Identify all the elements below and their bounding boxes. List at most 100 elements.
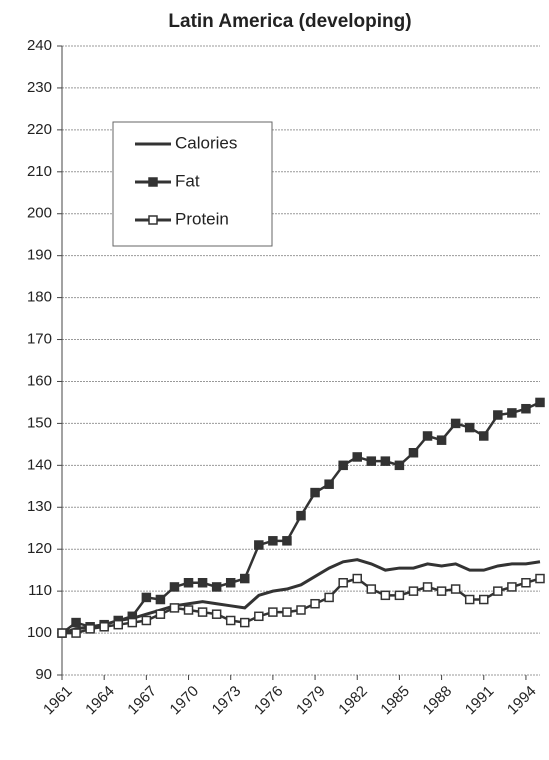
y-tick-label: 170 <box>27 331 52 348</box>
data-point <box>183 605 194 615</box>
y-tick-label: 150 <box>27 414 52 431</box>
y-tick-label: 220 <box>27 121 52 138</box>
data-point <box>85 624 95 634</box>
y-tick-label: 210 <box>27 163 52 180</box>
data-point <box>352 573 362 584</box>
data-point <box>521 403 531 414</box>
data-point <box>338 577 348 588</box>
data-point <box>141 615 152 626</box>
data-point <box>310 487 320 498</box>
data-point <box>282 607 292 617</box>
data-point <box>254 611 264 622</box>
legend-label: Calories <box>175 133 237 152</box>
data-point <box>436 586 447 596</box>
data-point <box>225 577 236 588</box>
data-point <box>57 628 67 638</box>
data-point <box>507 582 517 592</box>
data-point <box>366 584 377 594</box>
data-point <box>268 536 278 546</box>
x-tick-label: 1991 <box>462 683 498 719</box>
x-tick-label: 1961 <box>40 683 76 719</box>
x-tick-label: 1988 <box>420 683 456 719</box>
data-point <box>141 592 152 603</box>
y-tick-label: 230 <box>27 79 52 96</box>
data-point <box>493 586 503 596</box>
data-point <box>99 622 109 632</box>
data-point <box>282 536 292 546</box>
data-point <box>240 573 250 584</box>
data-point <box>338 460 348 471</box>
data-point <box>535 573 545 584</box>
data-point <box>324 592 334 603</box>
x-tick-label: 1979 <box>293 683 329 719</box>
y-tick-label: 180 <box>27 289 52 306</box>
data-point <box>366 456 377 466</box>
x-tick-label: 1964 <box>82 683 118 719</box>
data-point <box>450 418 461 429</box>
data-point <box>254 540 264 550</box>
data-point <box>380 456 391 466</box>
data-point <box>296 510 306 521</box>
data-point <box>408 448 419 458</box>
data-point <box>464 594 475 605</box>
y-tick-label: 240 <box>27 37 52 54</box>
data-point <box>240 617 250 628</box>
y-tick-label: 130 <box>27 498 52 515</box>
data-point <box>268 607 278 617</box>
data-point <box>493 410 503 420</box>
data-point <box>296 605 306 615</box>
data-point <box>352 452 362 462</box>
data-point <box>197 607 208 617</box>
legend-label: Protein <box>175 209 229 228</box>
data-point <box>169 582 180 592</box>
data-point <box>211 609 222 619</box>
y-tick-label: 90 <box>35 666 52 683</box>
data-point <box>155 594 166 605</box>
data-point <box>422 582 433 592</box>
y-tick-label: 160 <box>27 372 52 389</box>
chart-title: Latin America (developing) <box>168 11 411 32</box>
x-tick-label: 1982 <box>335 683 371 719</box>
y-tick-label: 110 <box>28 582 52 599</box>
y-tick-label: 190 <box>27 247 52 264</box>
x-tick-label: 1970 <box>167 683 203 719</box>
series-line <box>61 558 541 635</box>
data-point <box>479 594 489 605</box>
data-point <box>324 479 334 489</box>
data-point <box>422 431 433 441</box>
data-point <box>394 590 405 601</box>
y-tick-label: 140 <box>27 456 52 473</box>
data-point <box>464 422 475 433</box>
legend-marker <box>148 215 158 225</box>
data-point <box>310 598 320 609</box>
data-point <box>225 615 236 626</box>
data-point <box>197 577 208 588</box>
x-tick-label: 1985 <box>377 683 413 719</box>
data-point <box>127 617 138 628</box>
x-tick-label: 1976 <box>251 683 287 719</box>
data-point <box>71 628 81 638</box>
data-point <box>380 590 391 601</box>
data-point <box>71 617 81 628</box>
data-point <box>521 577 531 588</box>
data-point <box>507 408 517 418</box>
legend-marker <box>148 177 158 187</box>
x-tick-label: 1973 <box>209 683 245 719</box>
data-point <box>113 619 123 630</box>
data-point <box>155 609 166 619</box>
data-point <box>479 431 489 441</box>
data-point <box>535 397 545 408</box>
data-point <box>211 582 222 592</box>
data-point <box>408 586 419 596</box>
y-tick-label: 200 <box>27 205 52 222</box>
x-tick-label: 1967 <box>124 683 160 719</box>
data-point <box>436 435 447 445</box>
y-tick-label: 120 <box>27 540 52 557</box>
legend-label: Fat <box>175 171 200 190</box>
data-point <box>169 603 180 613</box>
x-tick-label: 1994 <box>504 683 540 719</box>
data-point <box>450 584 461 594</box>
y-tick-label: 100 <box>27 624 52 641</box>
